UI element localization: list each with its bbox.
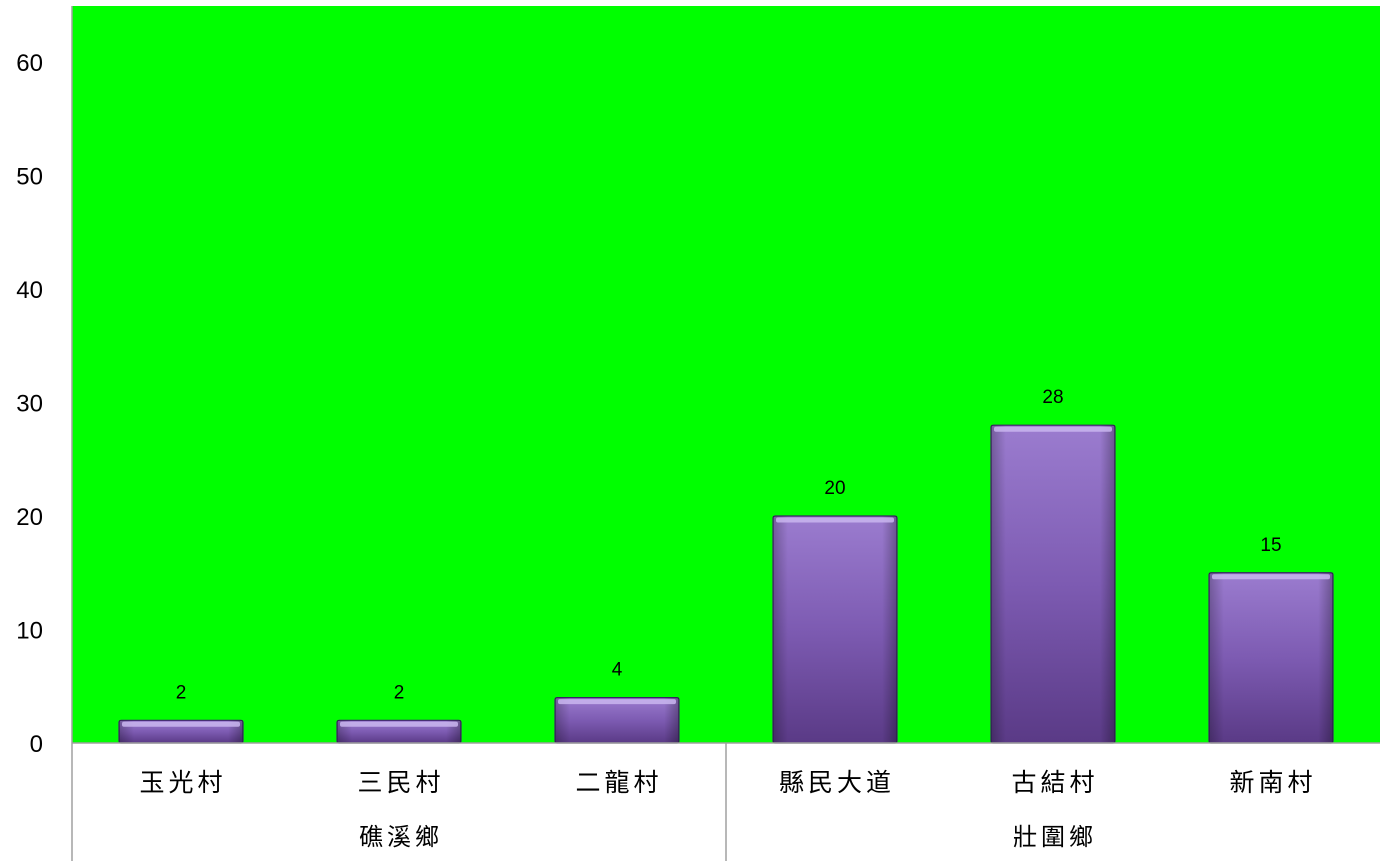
bar-highlight <box>558 699 676 705</box>
bar-highlight <box>340 721 458 727</box>
x-tick-label: 古結村 <box>1011 768 1098 797</box>
bar-shade <box>991 425 1115 743</box>
bar-shade <box>773 516 897 743</box>
y-tick-label: 20 <box>16 504 43 531</box>
bar-shade <box>555 697 679 743</box>
data-label: 15 <box>1260 535 1281 556</box>
bar-group-3: 20 <box>772 478 898 744</box>
bar-group-5: 15 <box>1208 535 1334 744</box>
bar-shade <box>1209 572 1333 743</box>
data-label: 2 <box>176 682 187 703</box>
plot-area <box>72 6 1380 743</box>
x-tick-label: 玉光村 <box>139 768 226 797</box>
x-tick-label: 二龍村 <box>575 768 662 797</box>
bar-group-4: 28 <box>990 387 1116 744</box>
data-label: 28 <box>1042 387 1063 408</box>
x-tick-label: 三民村 <box>357 768 444 797</box>
x-tick-label: 新南村 <box>1229 768 1316 797</box>
x-group-label: 壯圍鄉 <box>1013 823 1097 851</box>
y-tick-label: 0 <box>30 731 43 758</box>
bars-layer: 2 2 4 20 28 15 <box>118 387 1334 744</box>
bar-highlight <box>994 426 1112 432</box>
y-tick-label: 40 <box>16 277 43 304</box>
bar-highlight <box>1212 574 1330 580</box>
data-label: 4 <box>612 660 623 681</box>
bar-highlight <box>776 517 894 523</box>
bar-group-1: 2 <box>336 682 462 744</box>
y-tick-label: 60 <box>16 50 43 77</box>
bar-group-0: 2 <box>118 682 244 744</box>
x-group-label: 礁溪鄉 <box>359 823 443 851</box>
bar-group-2: 4 <box>554 660 680 744</box>
data-label: 2 <box>394 682 405 703</box>
x-tick-label: 縣民大道 <box>779 768 895 797</box>
y-tick-label: 50 <box>16 164 43 191</box>
bar-highlight <box>122 721 240 727</box>
y-tick-label: 30 <box>16 391 43 418</box>
y-tick-label: 10 <box>16 618 43 645</box>
data-label: 20 <box>824 478 845 499</box>
